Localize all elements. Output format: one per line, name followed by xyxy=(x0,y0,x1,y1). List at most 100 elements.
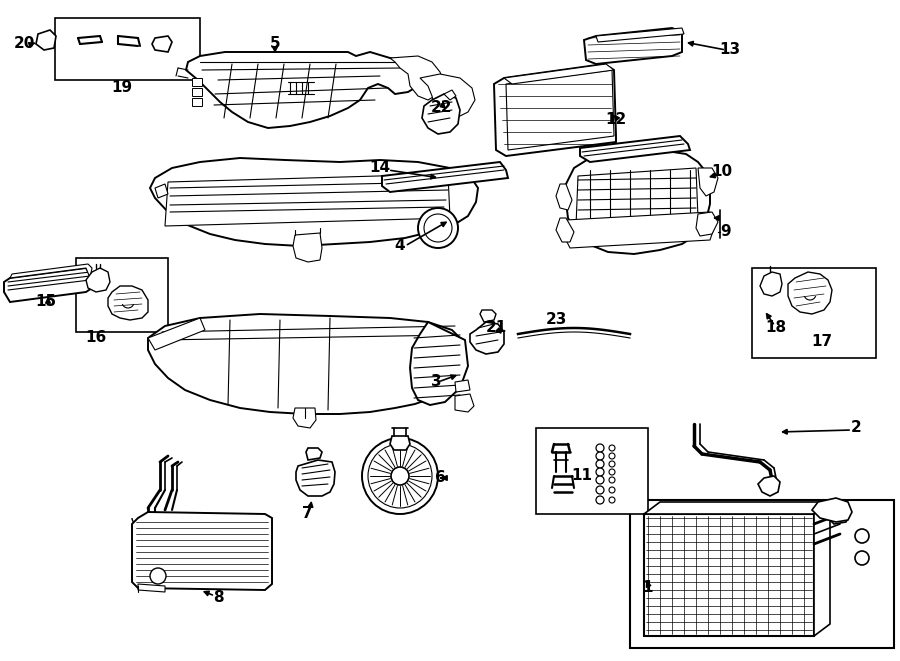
Polygon shape xyxy=(480,310,496,322)
Polygon shape xyxy=(132,512,272,590)
Polygon shape xyxy=(10,264,92,278)
Circle shape xyxy=(855,529,869,543)
Text: 14: 14 xyxy=(369,161,391,176)
Text: 9: 9 xyxy=(721,225,732,239)
Polygon shape xyxy=(148,314,465,414)
Text: 18: 18 xyxy=(765,321,787,336)
Polygon shape xyxy=(455,380,470,392)
Text: 8: 8 xyxy=(212,590,223,605)
Polygon shape xyxy=(566,150,710,254)
Text: 23: 23 xyxy=(545,313,567,327)
Bar xyxy=(752,268,876,358)
Polygon shape xyxy=(470,322,504,354)
Bar xyxy=(536,428,648,514)
Circle shape xyxy=(609,461,615,467)
Polygon shape xyxy=(556,184,572,210)
Text: 22: 22 xyxy=(431,100,453,116)
Polygon shape xyxy=(644,502,830,514)
Polygon shape xyxy=(192,78,202,86)
Polygon shape xyxy=(86,268,110,292)
Circle shape xyxy=(596,476,604,484)
Circle shape xyxy=(418,208,458,248)
Polygon shape xyxy=(390,436,410,450)
Polygon shape xyxy=(576,168,698,226)
Polygon shape xyxy=(36,30,56,50)
Polygon shape xyxy=(455,394,474,412)
Polygon shape xyxy=(814,502,830,636)
Polygon shape xyxy=(4,268,92,302)
Polygon shape xyxy=(644,514,814,636)
Polygon shape xyxy=(812,498,852,522)
Circle shape xyxy=(424,214,452,242)
Circle shape xyxy=(596,468,604,476)
Polygon shape xyxy=(138,584,165,592)
Polygon shape xyxy=(556,218,574,242)
Polygon shape xyxy=(192,88,202,96)
Text: 17: 17 xyxy=(812,334,833,350)
Polygon shape xyxy=(410,322,468,405)
Polygon shape xyxy=(390,56,444,100)
Text: 15: 15 xyxy=(35,295,57,309)
Polygon shape xyxy=(165,174,450,226)
Circle shape xyxy=(596,452,604,460)
Text: 13: 13 xyxy=(719,42,741,58)
Polygon shape xyxy=(696,212,718,236)
Polygon shape xyxy=(152,36,172,52)
Polygon shape xyxy=(584,28,682,64)
Text: 12: 12 xyxy=(606,112,626,128)
Circle shape xyxy=(609,497,615,503)
Polygon shape xyxy=(698,168,718,196)
Circle shape xyxy=(609,487,615,493)
Polygon shape xyxy=(382,162,508,192)
Polygon shape xyxy=(494,64,616,156)
Circle shape xyxy=(609,469,615,475)
Circle shape xyxy=(150,568,166,584)
Bar xyxy=(55,18,200,80)
Polygon shape xyxy=(506,70,614,150)
Circle shape xyxy=(609,445,615,451)
Polygon shape xyxy=(148,318,205,350)
Polygon shape xyxy=(828,508,850,524)
Circle shape xyxy=(368,444,432,508)
Polygon shape xyxy=(758,476,780,496)
Polygon shape xyxy=(788,272,832,314)
Polygon shape xyxy=(293,233,322,262)
Polygon shape xyxy=(420,74,475,118)
Polygon shape xyxy=(444,90,456,100)
Text: 4: 4 xyxy=(395,239,405,254)
Circle shape xyxy=(391,467,409,485)
Polygon shape xyxy=(293,408,316,428)
Circle shape xyxy=(855,551,869,565)
Circle shape xyxy=(362,438,438,514)
Polygon shape xyxy=(296,460,335,496)
Polygon shape xyxy=(155,184,168,198)
Text: 5: 5 xyxy=(270,36,280,52)
Text: 16: 16 xyxy=(86,330,106,346)
Text: 11: 11 xyxy=(572,469,592,483)
Polygon shape xyxy=(564,212,714,248)
Polygon shape xyxy=(150,158,478,246)
Polygon shape xyxy=(306,448,322,460)
Text: 3: 3 xyxy=(431,375,441,389)
Polygon shape xyxy=(422,94,460,134)
Text: 1: 1 xyxy=(643,580,653,596)
Polygon shape xyxy=(108,286,148,320)
Text: 21: 21 xyxy=(485,321,507,336)
Polygon shape xyxy=(580,136,690,162)
Polygon shape xyxy=(760,272,782,296)
Polygon shape xyxy=(186,52,420,128)
Bar xyxy=(630,500,894,648)
Polygon shape xyxy=(504,64,614,84)
Bar xyxy=(76,258,168,332)
Circle shape xyxy=(596,460,604,468)
Circle shape xyxy=(596,486,604,494)
Text: 6: 6 xyxy=(435,471,446,485)
Circle shape xyxy=(596,444,604,452)
Circle shape xyxy=(609,477,615,483)
Text: 19: 19 xyxy=(112,81,132,95)
Text: 10: 10 xyxy=(711,165,733,180)
Polygon shape xyxy=(596,28,684,42)
Text: 2: 2 xyxy=(850,420,861,436)
Circle shape xyxy=(609,453,615,459)
Circle shape xyxy=(596,496,604,504)
